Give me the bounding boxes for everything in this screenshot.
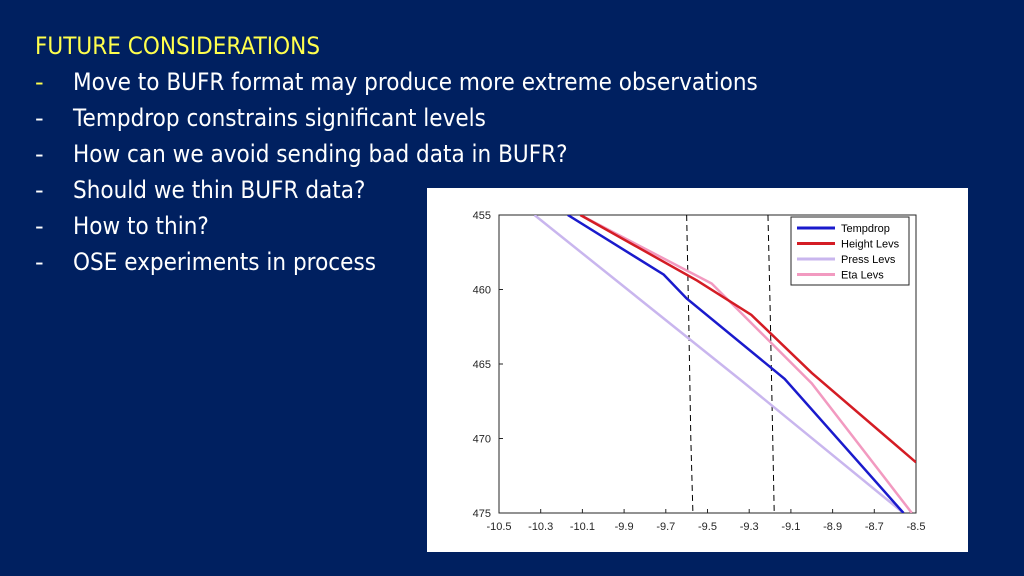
x-tick-label: -8.7 (865, 521, 884, 533)
x-tick-label: -10.5 (486, 521, 511, 533)
series-line-press-levs (533, 215, 905, 513)
series-line-tempdrop (567, 215, 905, 513)
bullet-text: OSE experiments in process (73, 248, 376, 276)
y-tick-label: 460 (473, 285, 491, 297)
bullet-text: Tempdrop constrains significant levels (73, 104, 486, 132)
y-tick-label: 455 (473, 210, 491, 222)
x-tick-label: -8.9 (823, 521, 842, 533)
x-tick-label: -9.9 (615, 521, 634, 533)
x-tick-label: -10.3 (528, 521, 553, 533)
bullet-text: Move to BUFR format may produce more ext… (73, 68, 758, 96)
x-tick-label: -8.5 (907, 521, 926, 533)
y-tick-label: 475 (473, 508, 491, 520)
bullet-item: - How can we avoid sending bad data in BU… (35, 136, 834, 172)
slide-title: FUTURE CONSIDERATIONS (35, 32, 321, 60)
legend-label: Press Levs (841, 254, 896, 266)
y-tick-label: 470 (473, 434, 491, 446)
x-tick-label: -9.5 (698, 521, 717, 533)
legend-label: Height Levs (841, 239, 900, 251)
bullet-text: How can we avoid sending bad data in BUF… (73, 140, 568, 168)
x-tick-label: -9.7 (656, 521, 675, 533)
bullet-dash: - (35, 176, 44, 204)
bullet-text: Should we thin BUFR data? (73, 176, 366, 204)
bullet-dash: - (35, 140, 44, 168)
chart-panel: -10.5 -10.3 -10.1 -9.9 -9.7 -9.5 -9.3 -9.1 -8.9 -… (427, 188, 968, 552)
y-tick-label: 465 (473, 359, 491, 371)
bullet-list: - Move to BUFR format may produce more ex… (35, 64, 834, 280)
legend-label: Tempdrop (841, 223, 890, 235)
bullet-item: - Move to BUFR format may produce more ex… (35, 64, 834, 100)
reference-line (686, 215, 694, 513)
bullet-text: How to thin? (73, 212, 209, 240)
bullet-dash: - (35, 248, 44, 276)
bullet-item: - Tempdrop constrains significant levels (35, 100, 834, 136)
x-tick-label: -9.3 (740, 521, 759, 533)
legend-label: Eta Levs (841, 270, 884, 282)
bullet-item: - Should we thin BUFR data? (35, 172, 834, 208)
x-tick-label: -9.1 (781, 521, 800, 533)
series-line-height-levs (579, 215, 916, 464)
bullet-dash: - (35, 104, 44, 132)
bullet-item: - OSE experiments in process (35, 244, 834, 280)
bullet-item: - How to thin? (35, 208, 834, 244)
line-chart: -10.5 -10.3 -10.1 -9.9 -9.7 -9.5 -9.3 -9.1 -8.9 -… (473, 210, 926, 533)
reference-line (767, 215, 775, 513)
bullet-dash: - (35, 68, 44, 96)
series-line-eta-levs (579, 215, 913, 513)
x-tick-label: -10.1 (570, 521, 595, 533)
bullet-dash: - (35, 212, 44, 240)
